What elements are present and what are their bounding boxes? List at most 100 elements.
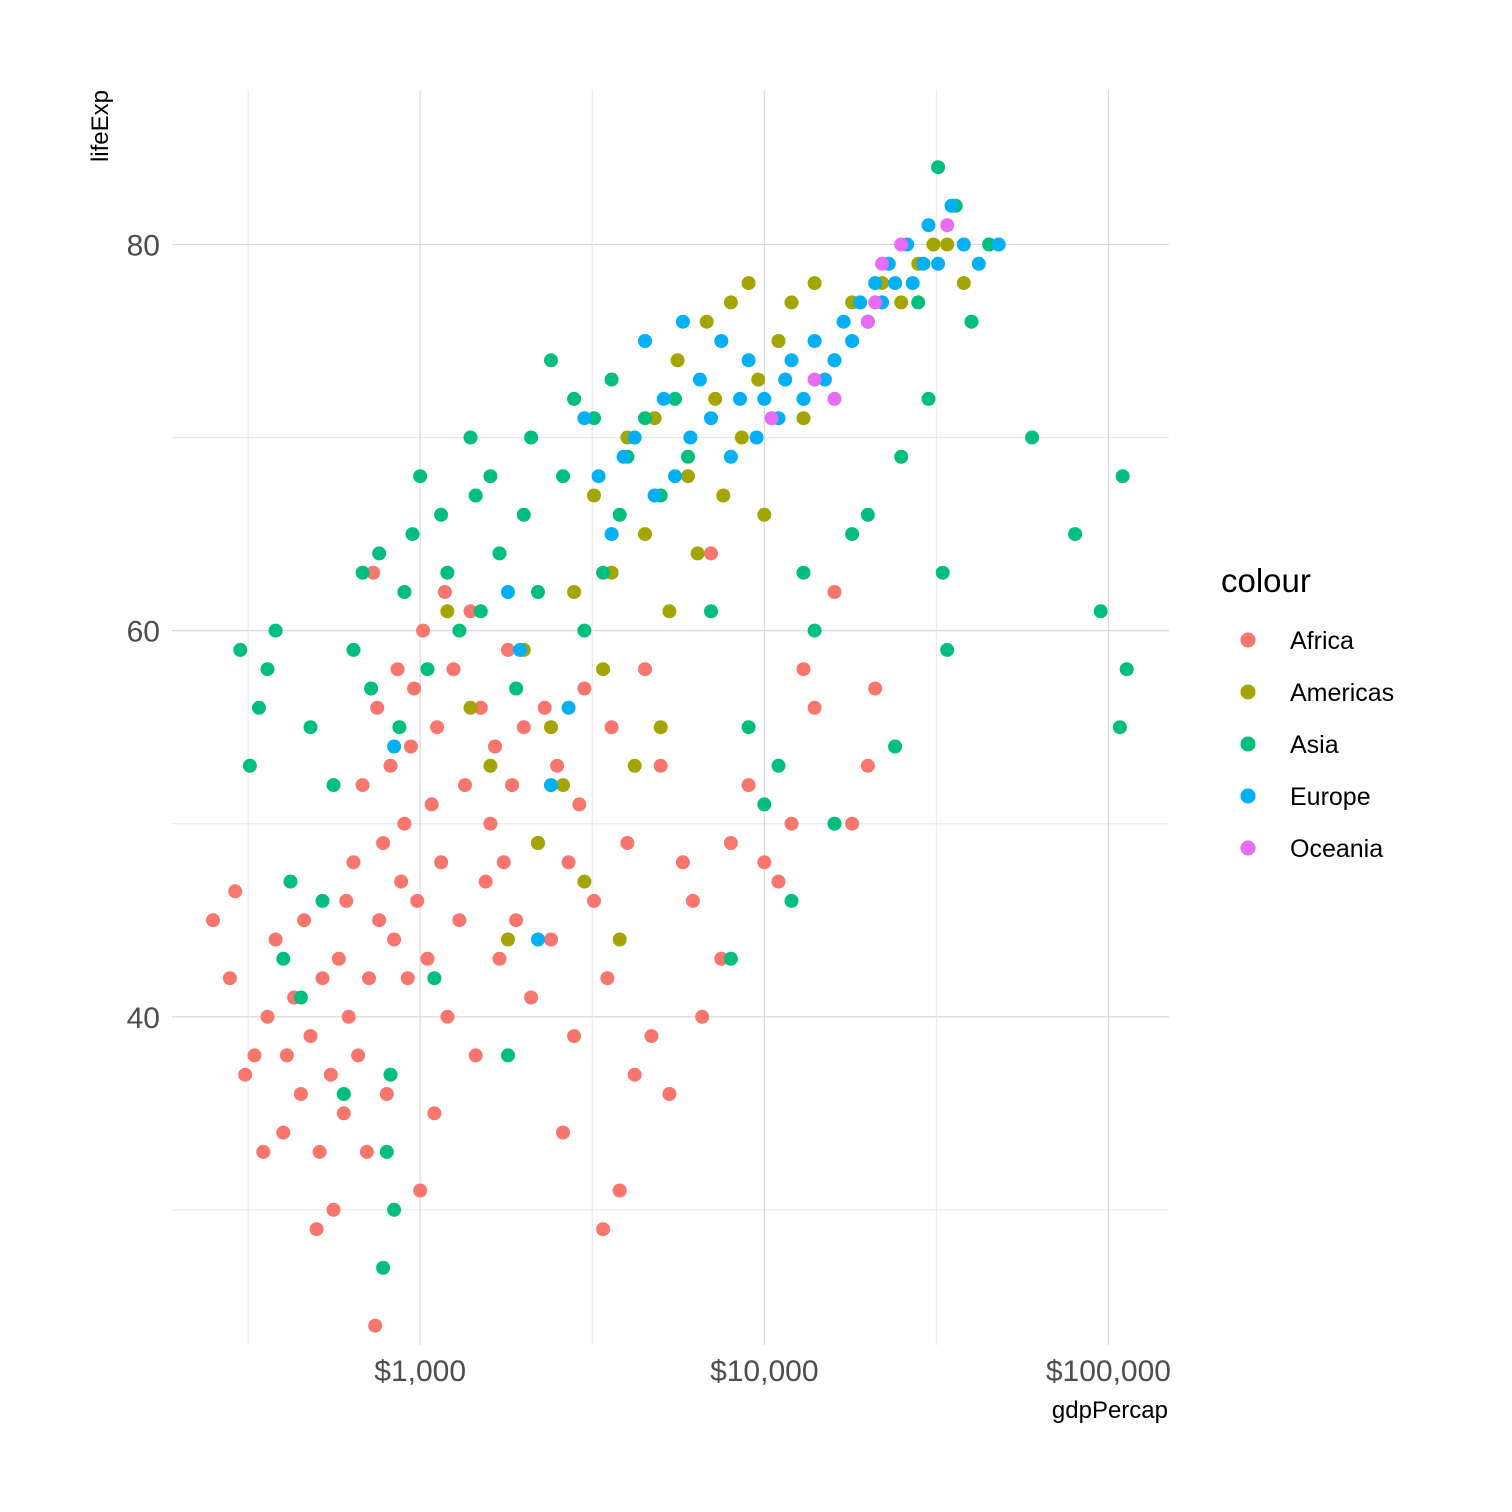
point-africa [771,874,786,889]
point-americas [463,700,478,715]
point-oceania [868,295,883,310]
point-africa [473,700,488,715]
point-africa [397,816,412,831]
point-africa [550,758,565,773]
point-africa [247,1048,262,1063]
point-europe [647,488,662,503]
point-africa [279,1048,294,1063]
point-africa [276,1125,291,1140]
point-americas [587,488,601,503]
point-africa [723,836,738,850]
legend-key-europe [1240,788,1256,804]
point-asia [276,951,291,966]
point-asia [387,1202,402,1217]
point-asia [268,623,283,638]
point-africa [430,720,445,735]
point-europe [723,449,738,464]
point-americas [647,411,662,426]
point-americas [567,585,582,599]
point-europe [741,353,756,368]
point-asia [771,758,786,773]
point-asia [336,1087,351,1101]
point-africa [556,1125,570,1140]
point-asia [567,391,582,406]
point-asia [463,430,478,445]
x-axis-title: gdpPercap [1052,1397,1168,1424]
point-africa [596,1222,611,1237]
point-europe [704,411,718,426]
point-americas [723,295,738,310]
point-europe [991,237,1006,252]
point-europe [668,469,682,484]
point-asia [638,411,652,426]
point-africa [544,932,558,947]
point-asia [501,1048,515,1063]
point-asia [1025,430,1040,445]
point-asia [315,893,330,908]
point-americas [690,546,705,561]
point-africa [685,893,700,908]
point-europe [956,237,971,252]
point-asia [784,893,799,908]
point-europe [577,411,592,426]
point-europe [784,353,799,368]
x-tick-label: $10,000 [710,1355,818,1388]
point-europe [817,372,832,387]
y-axis-title: lifeExp [87,90,114,162]
point-africa [860,758,875,773]
point-africa [437,585,452,599]
point-asia [668,391,682,406]
legend-key-africa [1240,632,1256,648]
point-americas [681,469,695,484]
point-asia [911,295,926,310]
point-africa [604,720,619,735]
y-axis-tick-labels: 40 60 80 [127,229,160,1034]
point-africa [505,778,520,793]
point-asia [1119,662,1134,677]
point-africa [537,700,552,715]
point-europe [513,642,527,657]
point-africa [452,913,467,928]
point-africa [446,662,461,677]
point-asia [468,488,483,503]
point-asia [982,237,997,252]
point-asia [376,1260,391,1275]
point-africa [351,1048,366,1063]
point-africa [376,836,391,850]
point-europe [604,527,619,542]
point-asia [921,391,936,406]
point-oceania [894,237,909,252]
point-africa [612,1183,627,1198]
point-asia [392,720,407,735]
point-asia [556,469,570,484]
point-africa [297,913,312,928]
point-africa [268,932,283,947]
legend-key-oceania [1240,840,1256,856]
point-asia [524,430,539,445]
point-europe [853,295,868,310]
point-africa [587,893,601,908]
point-africa [488,739,502,754]
point-africa [379,1087,394,1101]
point-africa [303,1029,318,1044]
x-tick-label: $100,000 [1046,1355,1171,1388]
point-asia [303,720,318,735]
point-asia [604,372,619,387]
point-africa [390,662,405,677]
point-europe [561,700,576,715]
point-africa [410,893,425,908]
point-europe [796,391,811,406]
point-asia [372,546,387,561]
point-asia [931,160,946,175]
legend-label-asia: Asia [1290,731,1339,759]
point-asia [483,469,498,484]
point-europe [807,334,822,348]
point-africa [627,1067,642,1082]
point-asia [807,623,822,638]
point-oceania [764,411,779,426]
point-americas [612,932,627,947]
point-asia [741,720,756,735]
point-europe [616,449,631,464]
point-africa [368,1318,383,1333]
